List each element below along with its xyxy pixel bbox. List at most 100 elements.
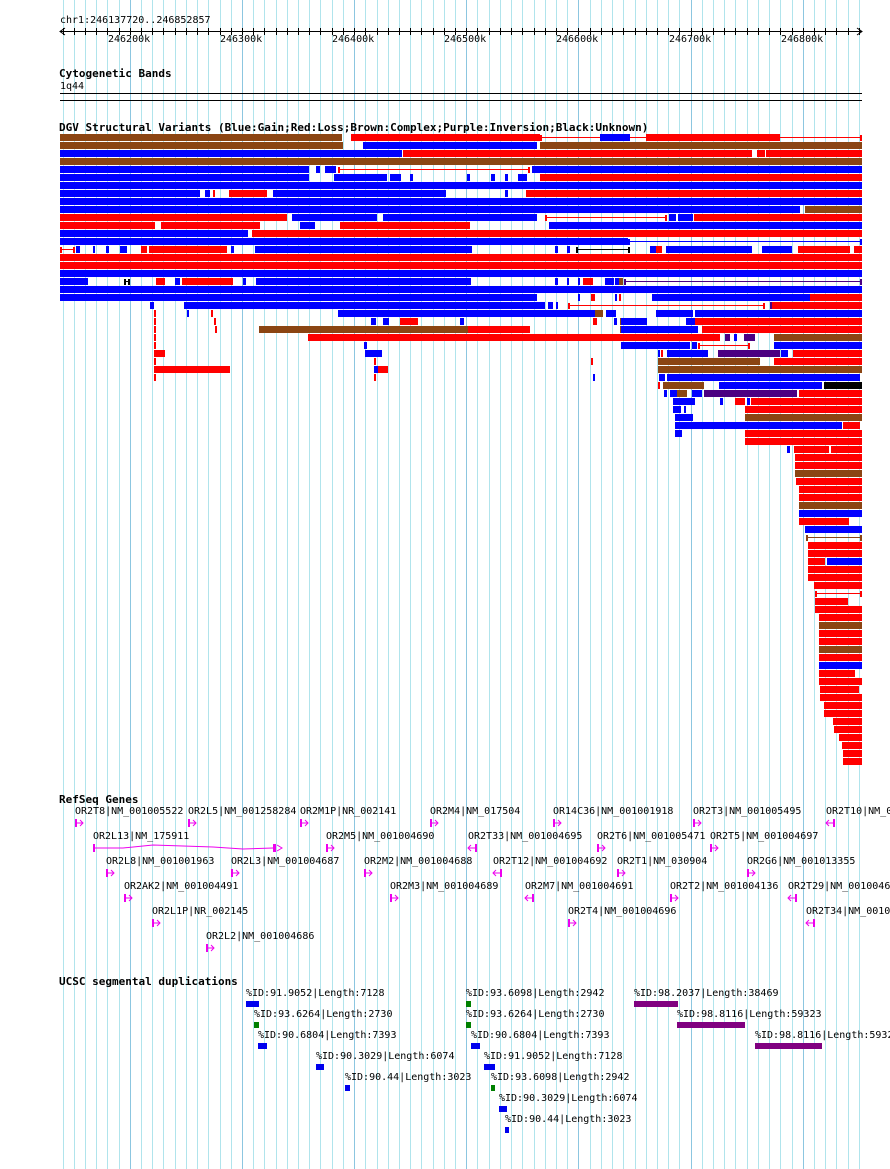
dgv-row[interactable]	[154, 318, 862, 325]
dgv-row[interactable]	[60, 262, 862, 269]
gene[interactable]	[805, 919, 815, 927]
cytoband-track-title[interactable]: Cytogenetic Bands	[59, 67, 172, 80]
gene[interactable]	[492, 869, 502, 877]
segdup-block[interactable]	[499, 1106, 507, 1112]
gene[interactable]	[747, 869, 756, 877]
gene[interactable]	[231, 869, 240, 877]
dgv-row[interactable]	[154, 374, 860, 381]
gene[interactable]	[326, 844, 335, 852]
dgv-row[interactable]	[819, 654, 862, 661]
refseq-track-title[interactable]: RefSeq Genes	[59, 793, 139, 806]
segdup-block[interactable]	[254, 1022, 259, 1028]
gene[interactable]	[188, 819, 197, 827]
segdup-block[interactable]	[466, 1001, 471, 1007]
segdup-block[interactable]	[246, 1001, 259, 1007]
gene[interactable]	[430, 819, 439, 827]
dgv-row[interactable]	[154, 350, 862, 357]
segdup-block[interactable]	[505, 1127, 509, 1133]
dgv-row[interactable]	[808, 566, 862, 573]
gene[interactable]	[300, 819, 309, 827]
dgv-row[interactable]	[154, 342, 862, 349]
dgv-row[interactable]	[799, 518, 849, 525]
dgv-row[interactable]	[60, 190, 862, 197]
dgv-row[interactable]	[808, 574, 862, 581]
dgv-row[interactable]	[808, 550, 862, 557]
dgv-row[interactable]	[60, 214, 862, 221]
dgv-row[interactable]	[664, 390, 862, 397]
gene[interactable]	[524, 894, 534, 902]
gene[interactable]	[710, 844, 719, 852]
dgv-row[interactable]	[824, 710, 862, 717]
gene[interactable]	[390, 894, 399, 902]
gene[interactable]	[75, 819, 84, 827]
dgv-row[interactable]	[60, 246, 862, 253]
dgv-row[interactable]	[808, 542, 862, 549]
segdup-block[interactable]	[677, 1022, 745, 1028]
dgv-row[interactable]	[819, 638, 862, 645]
segdup-track-title[interactable]: UCSC segmental duplications	[59, 975, 238, 988]
dgv-row[interactable]	[820, 694, 862, 701]
dgv-row[interactable]	[150, 302, 862, 309]
dgv-row[interactable]	[806, 535, 862, 541]
dgv-row[interactable]	[795, 470, 862, 477]
dgv-row[interactable]	[154, 358, 862, 365]
segdup-block[interactable]	[258, 1043, 267, 1049]
dgv-row[interactable]	[60, 294, 862, 301]
segdup-block[interactable]	[484, 1064, 495, 1070]
dgv-row[interactable]	[795, 462, 862, 469]
gene[interactable]	[568, 919, 577, 927]
gene[interactable]	[787, 894, 797, 902]
dgv-row[interactable]	[815, 598, 848, 605]
dgv-row[interactable]	[658, 382, 862, 389]
segdup-block[interactable]	[755, 1043, 822, 1049]
dgv-row[interactable]	[796, 478, 862, 485]
dgv-row[interactable]	[819, 670, 855, 677]
dgv-row[interactable]	[673, 406, 862, 413]
dgv-track-title[interactable]: DGV Structural Variants (Blue:Gain;Red:L…	[59, 121, 649, 134]
dgv-row[interactable]	[819, 622, 862, 629]
gene[interactable]	[364, 869, 373, 877]
gene[interactable]	[206, 944, 215, 952]
segdup-block[interactable]	[316, 1064, 324, 1070]
dgv-row[interactable]	[60, 230, 862, 237]
gene[interactable]	[553, 819, 562, 827]
dgv-row[interactable]	[819, 678, 862, 685]
dgv-row[interactable]	[60, 254, 862, 261]
dgv-row[interactable]	[819, 662, 862, 669]
dgv-row[interactable]	[675, 422, 860, 429]
segdup-block[interactable]	[466, 1022, 471, 1028]
dgv-row[interactable]	[675, 430, 862, 437]
dgv-row[interactable]	[843, 750, 862, 757]
gene[interactable]	[467, 844, 477, 852]
dgv-row[interactable]	[60, 278, 862, 285]
segdup-block[interactable]	[345, 1085, 350, 1091]
dgv-row[interactable]	[815, 606, 862, 613]
dgv-row[interactable]	[675, 414, 862, 421]
gene[interactable]	[825, 819, 835, 827]
segdup-block[interactable]	[491, 1085, 495, 1091]
gene[interactable]	[152, 919, 161, 927]
dgv-row[interactable]	[799, 494, 862, 501]
dgv-row[interactable]	[154, 310, 862, 317]
dgv-row[interactable]	[814, 582, 862, 589]
dgv-row[interactable]	[834, 726, 862, 733]
gene[interactable]	[617, 869, 626, 877]
dgv-row[interactable]	[673, 398, 862, 405]
dgv-row[interactable]	[799, 486, 862, 493]
dgv-row[interactable]	[60, 270, 862, 277]
gene[interactable]	[693, 819, 702, 827]
dgv-row[interactable]	[799, 502, 862, 509]
dgv-row[interactable]	[839, 734, 862, 741]
dgv-row[interactable]	[60, 134, 862, 141]
dgv-row[interactable]	[60, 238, 862, 245]
dgv-row[interactable]	[833, 718, 862, 725]
gene[interactable]	[124, 894, 133, 902]
dgv-row[interactable]	[154, 326, 862, 333]
dgv-row[interactable]	[805, 526, 862, 533]
dgv-row[interactable]	[154, 366, 862, 373]
dgv-row[interactable]	[60, 206, 862, 213]
dgv-row[interactable]	[60, 286, 862, 293]
dgv-row[interactable]	[808, 558, 862, 565]
dgv-row[interactable]	[154, 334, 862, 341]
dgv-row[interactable]	[60, 158, 862, 165]
